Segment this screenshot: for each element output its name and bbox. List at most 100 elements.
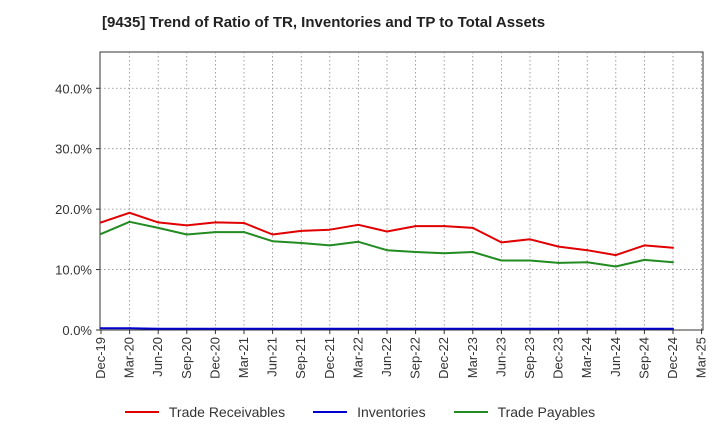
x-tick-label: Mar-24 [579, 337, 594, 378]
series-lines [100, 211, 674, 330]
data-point-inventories [414, 327, 417, 330]
data-point-inventories [243, 327, 245, 330]
x-tick-label: Dec-23 [551, 337, 566, 379]
data-point-trade-receivables [471, 226, 474, 229]
data-point-trade-payables [243, 231, 245, 234]
data-point-inventories [185, 327, 188, 330]
x-tick-label: Jun-20 [150, 337, 165, 377]
data-point-trade-payables [357, 240, 360, 243]
x-tick-label: Mar-21 [236, 337, 251, 378]
data-point-trade-receivables [557, 245, 560, 248]
data-point-trade-receivables [128, 211, 131, 214]
data-point-trade-payables [157, 226, 160, 229]
data-point-inventories [529, 327, 531, 330]
x-tick-label: Dec-19 [93, 337, 108, 379]
data-point-trade-payables [443, 252, 446, 255]
data-point-trade-receivables [586, 249, 589, 252]
data-point-trade-receivables [643, 244, 646, 247]
data-point-trade-payables [271, 240, 274, 243]
data-point-trade-receivables [271, 233, 274, 236]
data-point-trade-receivables [100, 221, 102, 224]
x-tick-label: Jun-21 [265, 337, 280, 377]
x-tick-label: Mar-22 [350, 337, 365, 378]
data-point-trade-receivables [185, 224, 188, 227]
legend-swatch-trade-payables [453, 411, 488, 413]
data-point-trade-payables [185, 233, 188, 236]
data-point-inventories [328, 327, 331, 330]
data-point-inventories [672, 327, 674, 330]
chart-title: [9435] Trend of Ratio of TR, Inventories… [102, 14, 546, 31]
data-point-inventories [300, 327, 303, 330]
x-tick-label: Dec-22 [436, 337, 451, 379]
legend-item-trade-receivables: Trade Receivables [124, 404, 286, 420]
data-point-trade-receivables [614, 254, 617, 257]
x-tick-label: Sep-22 [408, 337, 423, 379]
legend-swatch-inventories [313, 411, 348, 413]
data-point-trade-payables [557, 261, 560, 264]
data-point-inventories [500, 327, 503, 330]
data-point-trade-payables [100, 232, 102, 235]
x-tick-label: Dec-21 [322, 337, 337, 379]
data-point-trade-receivables [386, 230, 388, 233]
x-tick-label: Jun-22 [379, 337, 394, 377]
data-point-trade-receivables [500, 241, 503, 244]
data-point-trade-payables [500, 259, 503, 262]
data-point-trade-payables [672, 261, 674, 264]
x-tick-label: Jun-24 [608, 337, 623, 377]
data-point-trade-payables [586, 261, 589, 264]
data-point-inventories [128, 327, 131, 330]
axes: Dec-19 Mar-20 Jun-20 Sep-20 Dec-20 Mar-21 Jun-… [55, 81, 708, 379]
data-point-trade-payables [529, 259, 531, 262]
x-tick-label: Jun-23 [493, 337, 508, 377]
data-point-trade-receivables [157, 221, 160, 224]
data-point-inventories [586, 327, 589, 330]
y-tick-label: 30.0% [55, 142, 92, 157]
data-point-trade-receivables [300, 229, 303, 232]
data-point-inventories [386, 327, 388, 330]
data-point-trade-payables [414, 251, 417, 254]
x-tick-label: Mar-20 [122, 337, 137, 378]
data-point-trade-receivables [328, 228, 331, 231]
y-tick-label: 10.0% [55, 263, 92, 278]
y-tick-label: 0.0% [62, 323, 92, 338]
data-point-inventories [357, 327, 360, 330]
x-tick-label: Sep-20 [179, 337, 194, 379]
data-point-trade-payables [386, 249, 388, 252]
x-tick-label: Dec-24 [665, 337, 680, 379]
data-point-trade-payables [214, 231, 217, 234]
data-point-trade-receivables [443, 225, 446, 228]
legend-label-inventories: Inventories [357, 404, 426, 420]
data-point-inventories [471, 327, 474, 330]
data-point-inventories [157, 327, 160, 330]
legend: Trade Receivables Inventories Trade Paya… [0, 404, 720, 420]
x-tick-label: Mar-23 [465, 337, 480, 378]
data-point-inventories [614, 327, 617, 330]
data-point-inventories [557, 327, 560, 330]
x-tick-label: Sep-21 [293, 337, 308, 379]
x-tick-label: Sep-23 [522, 337, 537, 379]
grid-lines [100, 52, 703, 330]
data-point-inventories [271, 327, 274, 330]
legend-label-trade-receivables: Trade Receivables [168, 404, 286, 420]
data-point-trade-receivables [357, 223, 360, 226]
plot-area [99, 51, 704, 331]
data-point-trade-receivables [529, 238, 531, 241]
data-point-trade-payables [614, 265, 617, 268]
x-tick-label: Mar-25 [694, 337, 709, 378]
data-point-trade-receivables [672, 246, 674, 249]
data-point-trade-receivables [414, 225, 417, 228]
x-tick-label: Dec-20 [207, 337, 222, 379]
data-point-trade-payables [328, 244, 331, 247]
data-point-trade-receivables [214, 221, 217, 224]
data-point-trade-payables [471, 251, 474, 254]
legend-swatch-trade-receivables [124, 411, 159, 413]
y-tick-label: 40.0% [55, 81, 92, 96]
data-point-inventories [214, 327, 217, 330]
y-tick-label: 20.0% [55, 202, 92, 217]
x-tick-label: Sep-24 [636, 337, 651, 379]
data-point-trade-payables [643, 258, 646, 261]
data-point-inventories [643, 327, 646, 330]
legend-item-trade-payables: Trade Payables [453, 404, 595, 420]
data-point-inventories [100, 327, 102, 330]
